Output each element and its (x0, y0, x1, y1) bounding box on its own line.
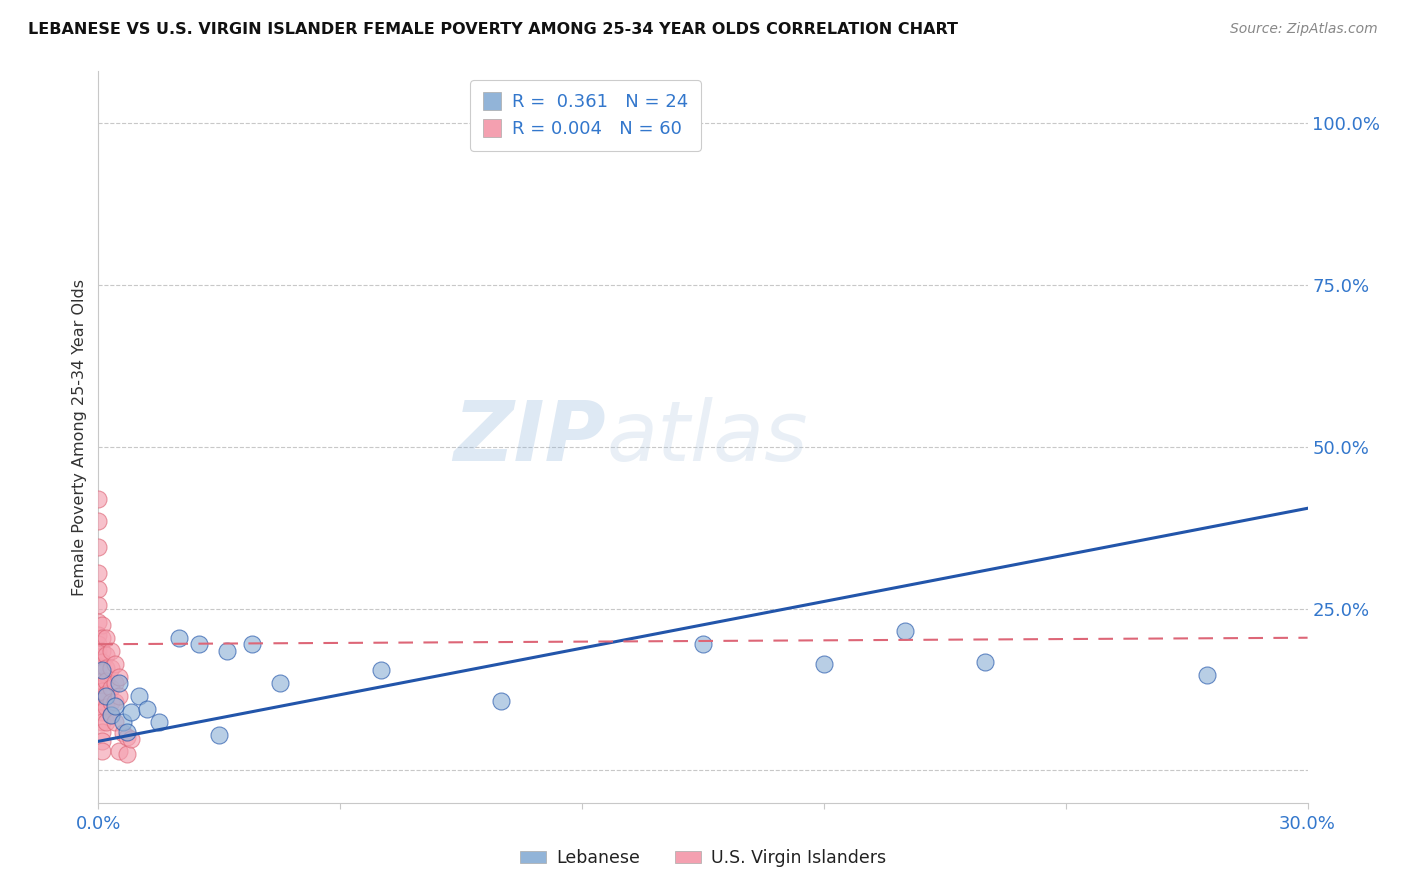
Point (87, 678, 110, 692)
Text: atlas: atlas (606, 397, 808, 477)
Text: Source: ZipAtlas.com: Source: ZipAtlas.com (1230, 22, 1378, 37)
Point (96, 689, 118, 703)
Point (100, 681, 122, 695)
Text: LEBANESE VS U.S. VIRGIN ISLANDER FEMALE POVERTY AMONG 25-34 YEAR OLDS CORRELATIO: LEBANESE VS U.S. VIRGIN ISLANDER FEMALE … (28, 22, 957, 37)
Y-axis label: Female Poverty Among 25-34 Year Olds: Female Poverty Among 25-34 Year Olds (72, 278, 87, 596)
Point (96, 687, 118, 701)
Point (1195, 667, 1218, 681)
Point (96, 631, 118, 645)
Point (91, 714, 114, 729)
Point (87, 681, 110, 696)
Point (91, 693, 114, 707)
Point (115, 730, 138, 744)
Point (87, 666, 110, 681)
Point (87, 637, 110, 651)
Point (167, 631, 190, 645)
Point (103, 657, 125, 671)
Point (96, 700, 118, 714)
Point (148, 714, 170, 729)
Point (111, 714, 134, 729)
Point (111, 726, 134, 740)
Point (893, 624, 915, 639)
Text: ZIP: ZIP (454, 397, 606, 477)
Point (91, 734, 114, 748)
Point (87, 674, 110, 689)
Point (103, 676, 125, 690)
Point (100, 661, 122, 675)
Point (87, 491, 110, 506)
Point (87, 658, 110, 673)
Point (240, 637, 263, 651)
Point (188, 637, 211, 651)
Point (87, 615, 110, 629)
Point (103, 698, 125, 713)
Point (91, 705, 114, 719)
Point (107, 669, 129, 683)
Point (91, 674, 114, 689)
Point (120, 732, 142, 747)
Point (91, 665, 114, 679)
Point (87, 655, 110, 669)
Point (87, 514, 110, 528)
Legend: Lebanese, U.S. Virgin Islanders: Lebanese, U.S. Virgin Islanders (513, 843, 893, 874)
Point (87, 582, 110, 597)
Point (96, 648, 118, 663)
Point (87, 540, 110, 554)
Point (91, 643, 114, 657)
Point (87, 643, 110, 657)
Point (87, 599, 110, 613)
Point (115, 747, 138, 762)
Point (100, 643, 122, 657)
Point (370, 663, 392, 677)
Point (87, 686, 110, 700)
Point (87, 693, 110, 707)
Point (91, 617, 114, 632)
Point (91, 655, 114, 669)
Point (107, 689, 129, 703)
Point (91, 724, 114, 739)
Point (96, 674, 118, 689)
Point (692, 637, 714, 651)
Point (87, 690, 110, 704)
Point (974, 655, 997, 669)
Point (87, 627, 110, 641)
Point (87, 698, 110, 712)
Point (120, 705, 142, 719)
Point (128, 689, 150, 703)
Point (100, 708, 122, 723)
Point (87, 663, 110, 677)
Point (91, 663, 114, 677)
Point (87, 566, 110, 580)
Point (100, 696, 122, 710)
Point (103, 696, 125, 710)
Legend: R =  0.361   N = 24, R = 0.004   N = 60: R = 0.361 N = 24, R = 0.004 N = 60 (470, 80, 700, 151)
Point (813, 657, 835, 671)
Point (107, 676, 129, 690)
Point (208, 728, 231, 742)
Point (87, 701, 110, 715)
Point (135, 702, 157, 716)
Point (91, 744, 114, 758)
Point (87, 670, 110, 684)
Point (269, 676, 291, 690)
Point (96, 714, 118, 729)
Point (103, 714, 125, 729)
Point (100, 708, 122, 723)
Point (491, 693, 513, 707)
Point (96, 661, 118, 675)
Point (217, 643, 239, 657)
Point (91, 684, 114, 698)
Point (107, 744, 129, 758)
Point (91, 631, 114, 645)
Point (115, 724, 138, 739)
Point (87, 650, 110, 665)
